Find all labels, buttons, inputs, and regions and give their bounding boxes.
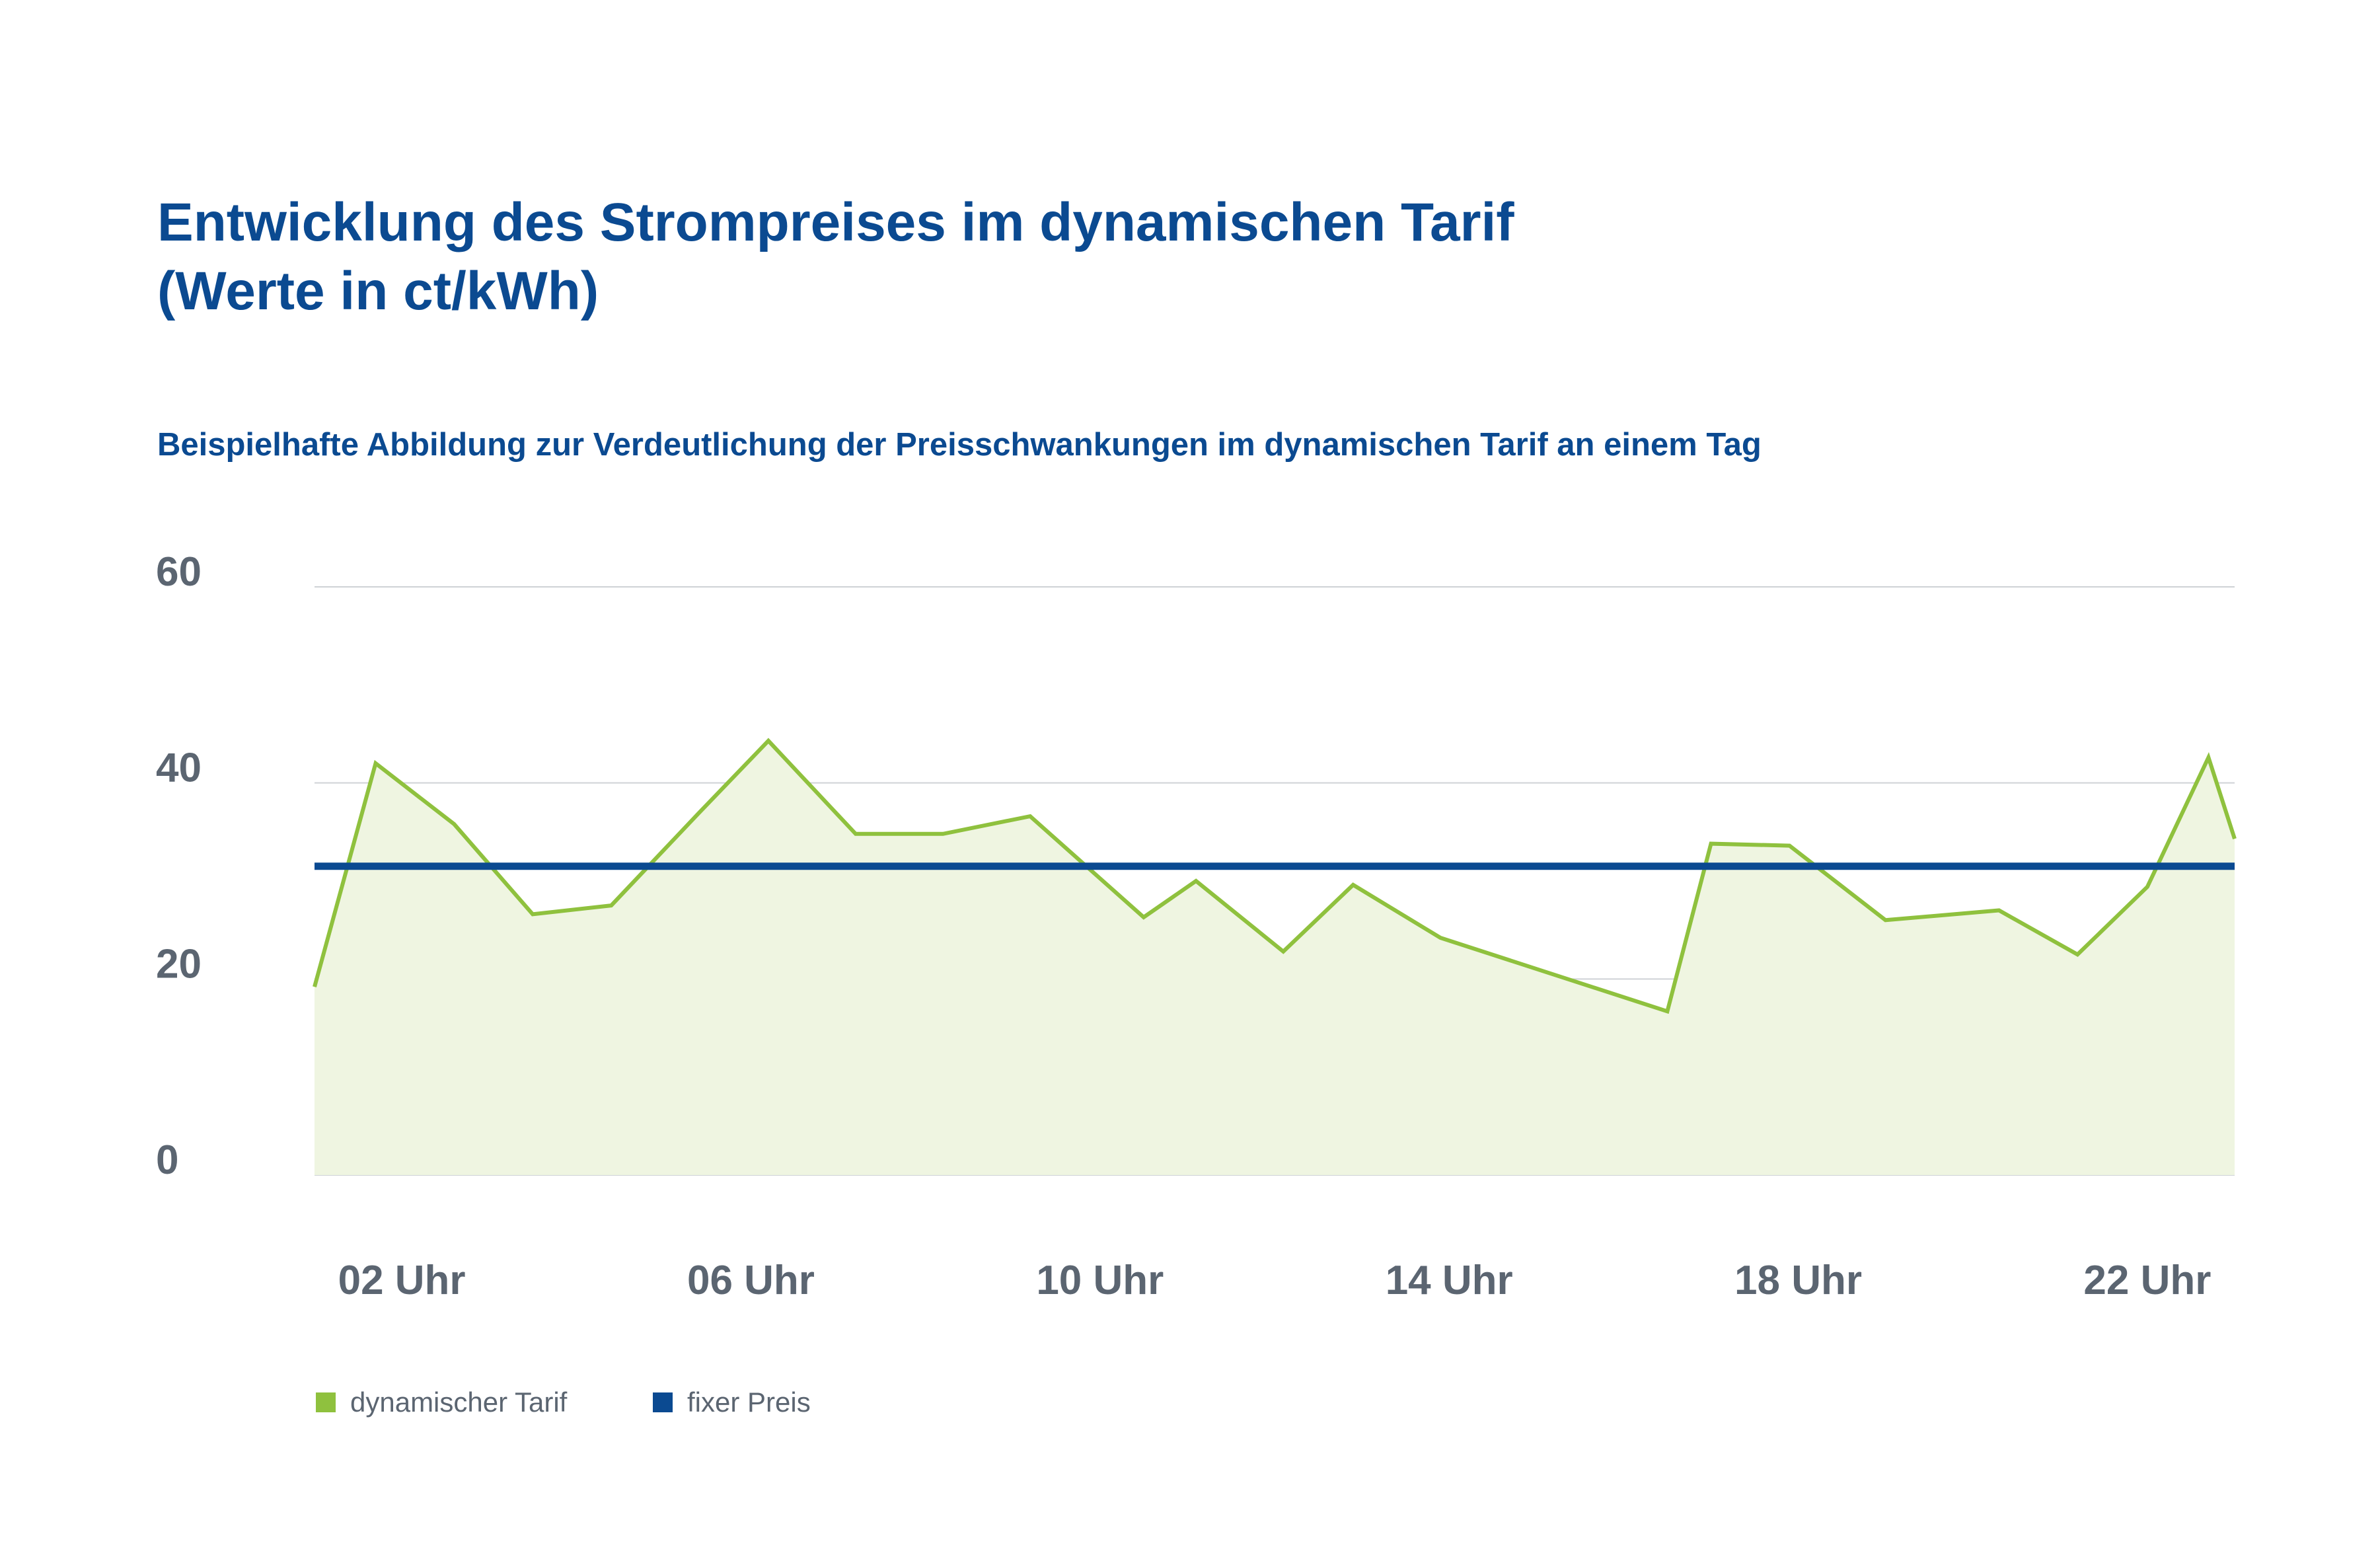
x-tick-label: 22 Uhr <box>2083 1258 2211 1303</box>
legend-item-dynamic: dynamischer Tarif <box>316 1383 567 1422</box>
y-tick-label: 0 <box>156 1137 178 1183</box>
x-tick-label: 10 Uhr <box>1036 1258 1164 1303</box>
chart-title-line2: (Werte in ct/kWh) <box>157 261 599 321</box>
dynamic-tariff-area <box>315 740 2235 1175</box>
line-layer <box>313 738 2237 1014</box>
legend-item-fixed: fixer Preis <box>653 1383 811 1422</box>
y-tick-label: 40 <box>156 745 202 791</box>
x-tick-label: 06 Uhr <box>687 1258 815 1303</box>
x-tick-label: 02 Uhr <box>338 1258 466 1303</box>
legend-swatch-fixed <box>653 1392 673 1412</box>
x-tick-label: 18 Uhr <box>1734 1258 1862 1303</box>
chart-title-line1: Entwicklung des Strompreises im dynamisc… <box>157 192 1514 252</box>
y-axis-ticks: 0 20 40 60 <box>156 549 202 1183</box>
area-layer <box>315 740 2235 1175</box>
chart-subtitle: Beispielhafte Abbildung zur Verdeutlichu… <box>157 427 1762 463</box>
y-tick-label: 20 <box>156 941 202 987</box>
legend-swatch-dynamic <box>316 1392 336 1412</box>
x-tick-label: 14 Uhr <box>1386 1258 1513 1303</box>
dynamic-tariff-line <box>313 738 2237 1014</box>
y-tick-label: 60 <box>156 549 202 595</box>
legend-label-fixed: fixer Preis <box>687 1387 811 1418</box>
legend-label-dynamic: dynamischer Tarif <box>350 1387 568 1418</box>
chart-title: Entwicklung des Strompreises im dynamisc… <box>157 188 1875 326</box>
x-axis-ticks: 02 Uhr 06 Uhr 10 Uhr 14 Uhr 18 Uhr 22 Uhr <box>338 1258 2212 1303</box>
